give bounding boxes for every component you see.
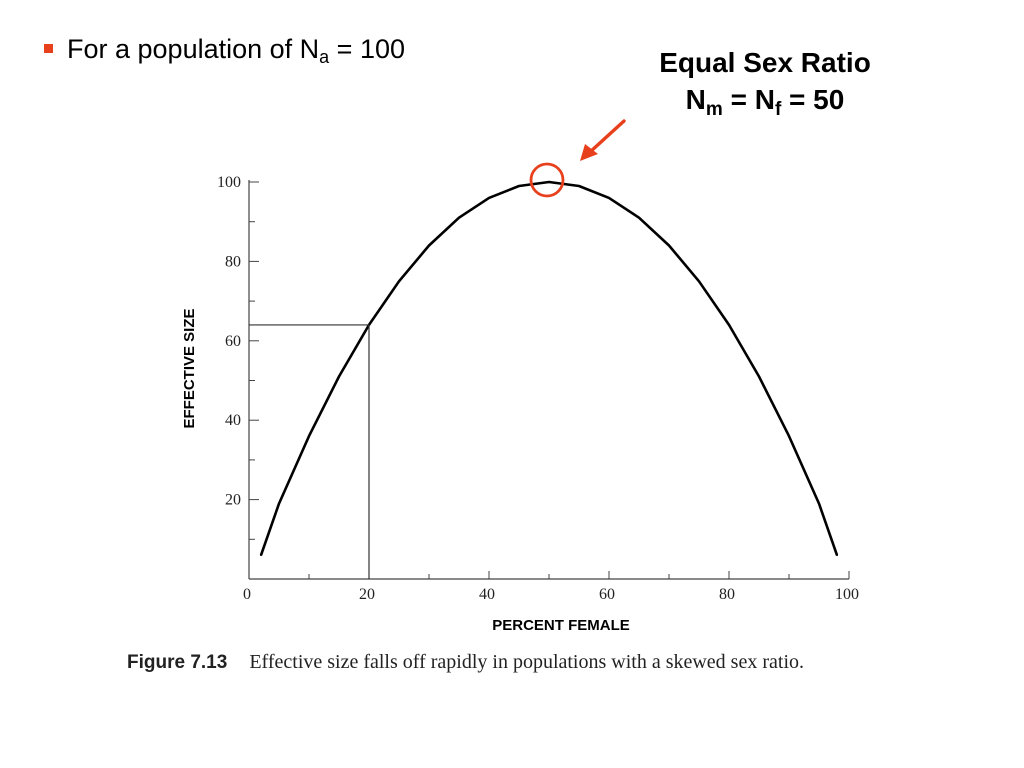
x-tick-label: 20	[359, 586, 375, 603]
curve-point	[608, 196, 610, 199]
curve-point	[398, 280, 400, 283]
arrow-shaft	[588, 119, 626, 154]
annotation-eq-50: = 50	[781, 84, 845, 115]
curve-point	[518, 184, 520, 187]
x-tick-label: 0	[243, 586, 251, 603]
curve-point	[548, 181, 550, 183]
curve-point	[836, 554, 838, 557]
bullet-square-icon	[44, 44, 53, 53]
curve-point	[338, 375, 340, 378]
x-tick-label: 40	[479, 586, 495, 603]
curve-point	[788, 435, 790, 438]
annotation-eq-n-f: = N	[722, 84, 775, 115]
peak-highlight-circle	[529, 162, 565, 198]
annotation-line2: Nm = Nf = 50	[600, 81, 930, 128]
y-tick-label: 80	[225, 253, 241, 270]
curve-point	[278, 502, 280, 505]
curve-point	[668, 244, 670, 247]
curve-point	[818, 502, 820, 505]
curve-point	[308, 435, 310, 438]
annotation-line1: Equal Sex Ratio	[659, 47, 871, 78]
bullet-item: For a population of Na = 100	[44, 34, 405, 68]
pointer-arrow-icon	[580, 119, 626, 161]
curve-point	[578, 184, 580, 187]
figure-label: Figure 7.13	[127, 652, 228, 673]
y-tick-label: 100	[217, 174, 241, 191]
curve-point	[728, 323, 730, 326]
curve-point	[428, 244, 430, 247]
curve-point	[488, 196, 490, 199]
x-tick-label: 60	[599, 586, 615, 603]
curve-point	[260, 554, 262, 557]
curve-point	[458, 216, 460, 219]
x-tick-label: 100	[835, 586, 859, 603]
x-tick-label: 80	[719, 586, 735, 603]
annotation-n-m: N	[685, 84, 706, 115]
y-axis-title: EFFECTIVE SIZE	[181, 308, 198, 428]
curve-point	[638, 216, 640, 219]
annotation-sub-m: m	[705, 99, 723, 120]
y-tick-label: 40	[225, 412, 241, 429]
figure-caption: Figure 7.13 Effective size falls off rapi…	[127, 650, 907, 675]
y-tick-label: 20	[225, 492, 241, 509]
curve-line	[259, 180, 839, 556]
bullet-subscript: a	[319, 47, 330, 67]
bullet-suffix: = 100	[329, 34, 405, 64]
annotation-sub-f: f	[774, 99, 782, 120]
figure-caption-text: Effective size falls off rapidly in popu…	[249, 651, 804, 673]
y-tick-label: 60	[225, 333, 241, 350]
curve-point	[758, 375, 760, 378]
bullet-text: For a population of N	[67, 34, 320, 64]
annotation-label: Equal Sex Ratio Nm = Nf = 50	[600, 44, 930, 128]
curve-point	[698, 280, 700, 283]
x-axis-title: PERCENT FEMALE	[492, 617, 630, 634]
arrow-head	[580, 144, 598, 161]
